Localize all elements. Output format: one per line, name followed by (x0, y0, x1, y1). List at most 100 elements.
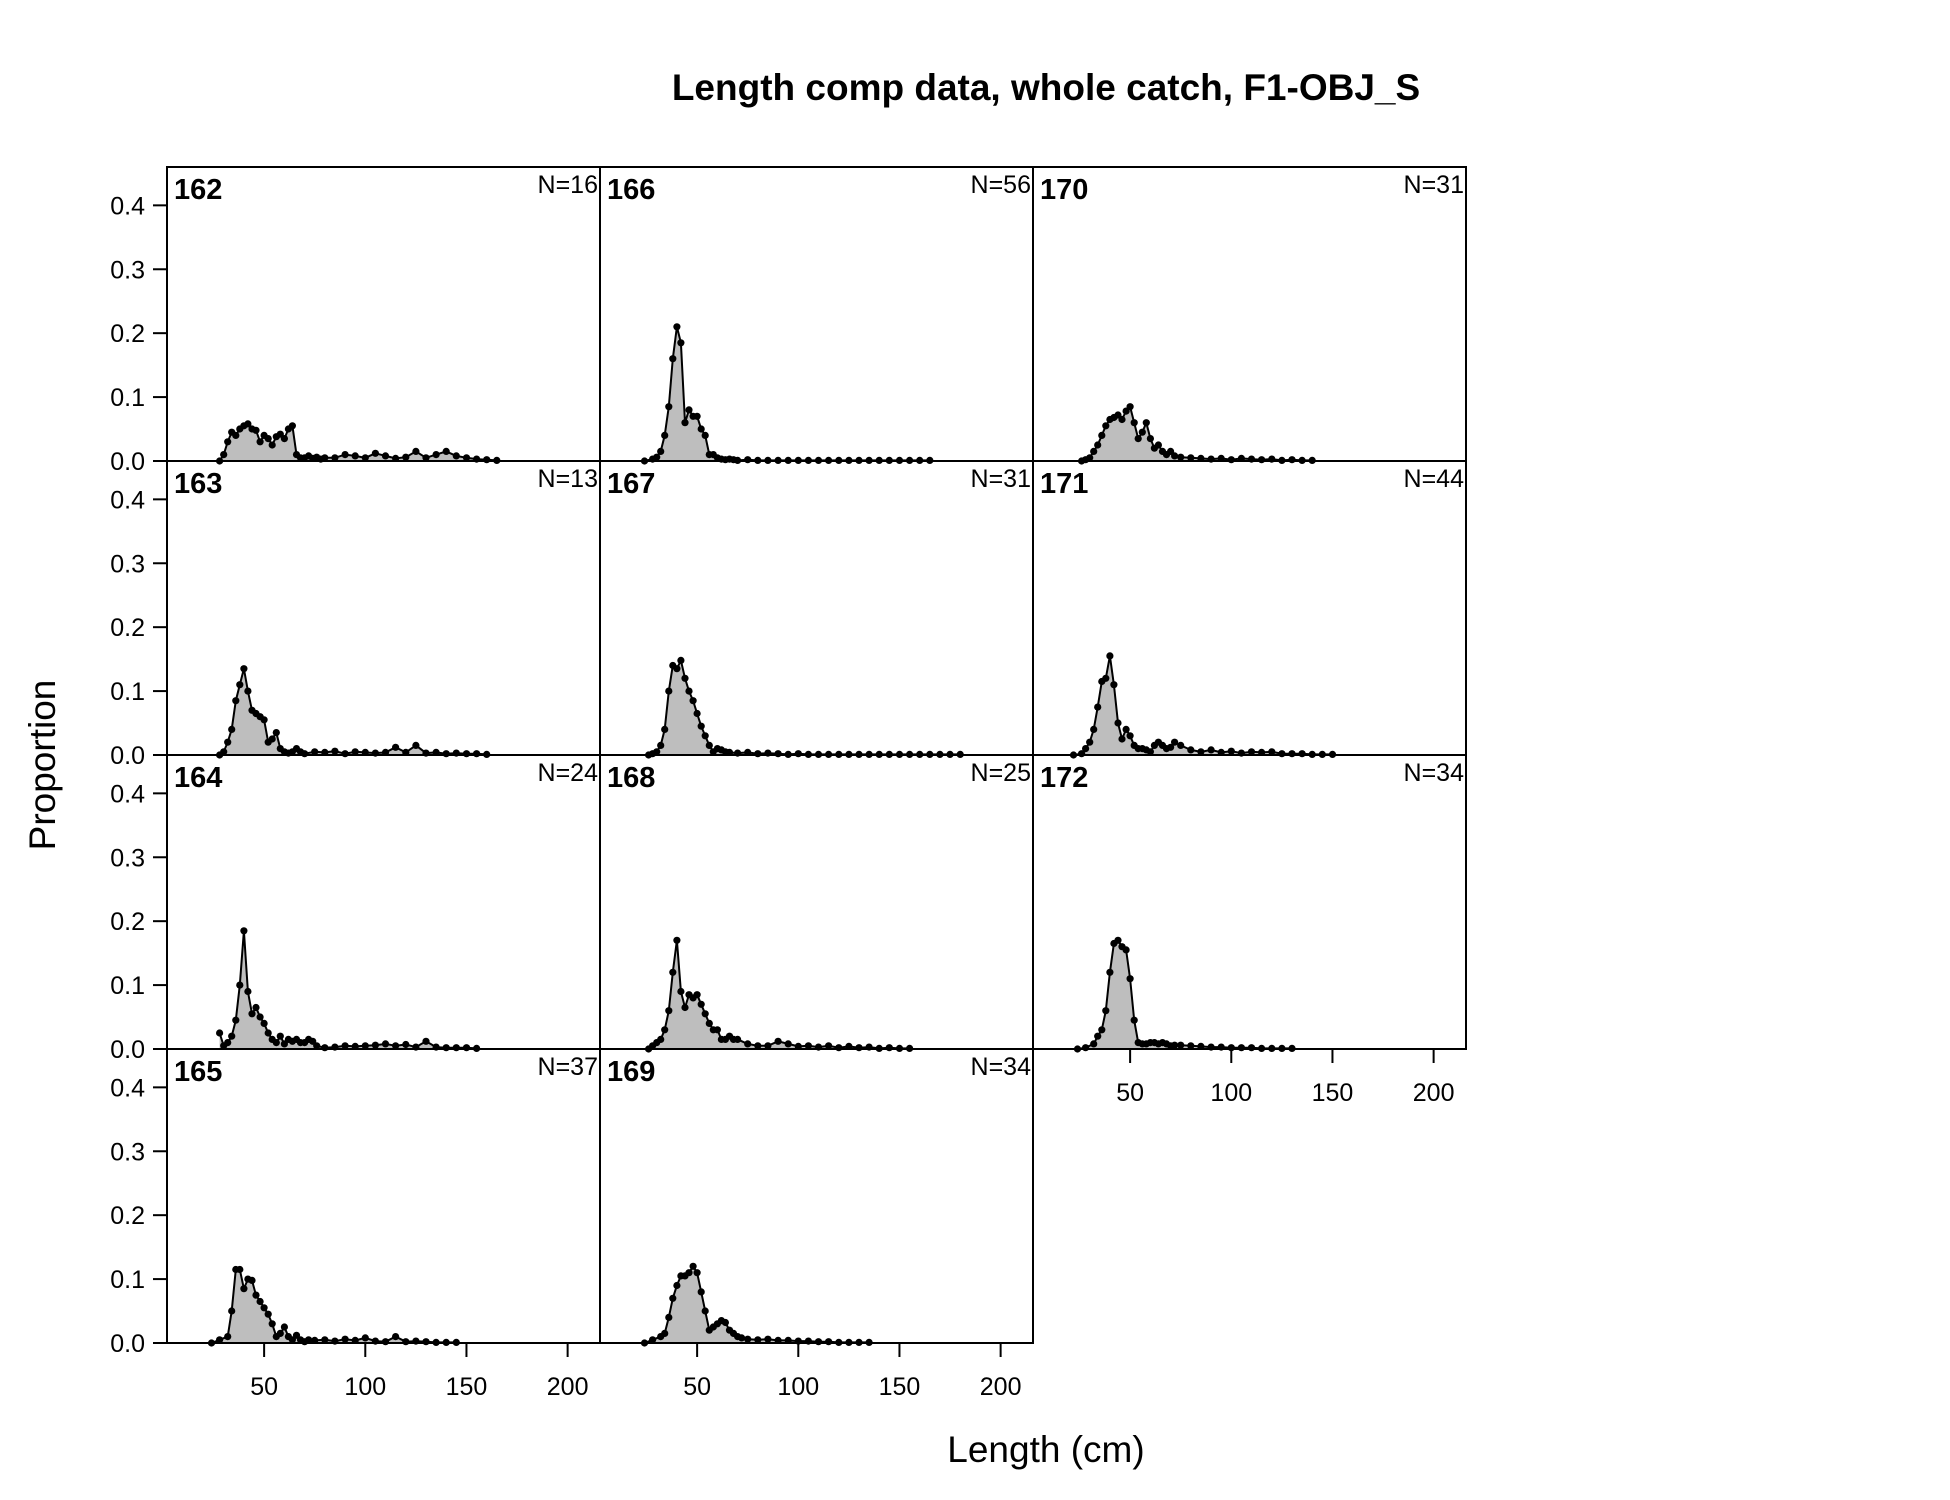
data-point (689, 1262, 697, 1270)
data-point (244, 987, 252, 996)
data-point (705, 1019, 713, 1027)
data-point (1167, 743, 1175, 751)
panel-n-label: N=34 (1404, 759, 1465, 787)
data-point (1122, 946, 1130, 954)
data-point (705, 741, 713, 750)
data-point (216, 1336, 224, 1344)
y-tick-label: 0.3 (110, 844, 145, 872)
data-point (280, 435, 288, 443)
data-point (321, 1336, 329, 1344)
data-point (341, 451, 349, 459)
panel-n-label: N=37 (538, 1053, 598, 1081)
data-point (313, 1042, 321, 1050)
y-axis-label: Proportion (22, 680, 63, 851)
y-tick-label: 0.2 (110, 320, 145, 348)
data-point (264, 1029, 272, 1037)
data-point (220, 451, 228, 459)
y-tick-label: 0.3 (110, 550, 145, 578)
data-point (693, 709, 701, 718)
y-tick-label: 0.0 (110, 448, 145, 476)
data-point (268, 441, 276, 449)
panel-label: 170 (1040, 174, 1088, 206)
data-point (1258, 456, 1266, 464)
data-point (272, 729, 280, 737)
data-point (1227, 456, 1235, 464)
data-point (321, 1044, 329, 1052)
panel-n-label: N=31 (1404, 171, 1464, 199)
data-point (1130, 1016, 1138, 1024)
data-point (260, 716, 268, 724)
data-point (713, 1026, 722, 1034)
data-point (693, 1269, 701, 1277)
data-point (236, 1265, 244, 1274)
data-point (442, 1044, 450, 1052)
data-point (1098, 431, 1106, 439)
data-point (1146, 435, 1154, 443)
x-tick-label: 50 (1116, 1079, 1144, 1107)
y-tick-label: 0.3 (110, 256, 145, 284)
data-point (232, 1016, 240, 1024)
data-point (685, 406, 693, 414)
data-point (754, 1336, 762, 1344)
x-tick-label: 100 (1210, 1079, 1252, 1107)
data-point (754, 1042, 762, 1050)
data-point (701, 431, 709, 439)
data-point (224, 1333, 232, 1341)
data-point (685, 1269, 693, 1277)
data-point (361, 1334, 369, 1342)
data-point (661, 431, 669, 439)
panel-frame-170 (1032, 166, 1467, 462)
data-point (1187, 454, 1195, 462)
data-point (402, 1040, 410, 1049)
x-tick-label: 150 (1312, 1079, 1354, 1107)
data-point (361, 1042, 369, 1050)
panel-frame-168 (599, 754, 1034, 1050)
data-point (276, 1032, 284, 1040)
data-point (371, 449, 379, 457)
data-point (738, 1334, 746, 1342)
data-point (216, 1029, 224, 1037)
data-point (256, 438, 264, 446)
data-point (236, 981, 244, 989)
data-point (1247, 1044, 1256, 1052)
data-point (1171, 738, 1179, 746)
data-point (462, 454, 471, 462)
data-point (649, 1336, 657, 1344)
panel-frame-167 (599, 460, 1034, 756)
data-point (697, 1288, 705, 1296)
data-point (1110, 681, 1118, 689)
data-point (673, 323, 681, 331)
data-point (653, 748, 661, 756)
panel-label: 167 (607, 468, 655, 500)
data-point (1187, 1042, 1195, 1050)
data-point (321, 454, 329, 462)
data-point (268, 1320, 276, 1328)
panel-frame-162 (166, 166, 601, 462)
data-point (252, 426, 260, 434)
data-point (228, 1307, 236, 1315)
data-point (1126, 403, 1134, 411)
y-tick-label: 0.2 (110, 908, 145, 936)
panel-n-label: N=44 (1404, 465, 1465, 493)
data-point (677, 656, 685, 665)
data-point (685, 687, 693, 695)
data-point (1086, 738, 1094, 746)
data-point (661, 1026, 669, 1034)
data-point (1126, 732, 1134, 740)
data-point (744, 456, 752, 464)
data-point (665, 1007, 673, 1015)
data-point (264, 435, 272, 443)
data-point (392, 743, 400, 751)
y-tick-label: 0.4 (110, 1074, 145, 1102)
data-point (1207, 746, 1215, 754)
panel-label: 172 (1040, 762, 1088, 794)
data-point (301, 750, 309, 758)
data-point (661, 725, 669, 734)
area-fill-166 (644, 326, 930, 461)
panel-label: 171 (1040, 468, 1088, 500)
data-point (462, 1044, 471, 1052)
data-point (754, 750, 762, 758)
data-point (669, 968, 677, 976)
y-tick-label: 0.2 (110, 614, 145, 642)
data-point (381, 1040, 390, 1048)
